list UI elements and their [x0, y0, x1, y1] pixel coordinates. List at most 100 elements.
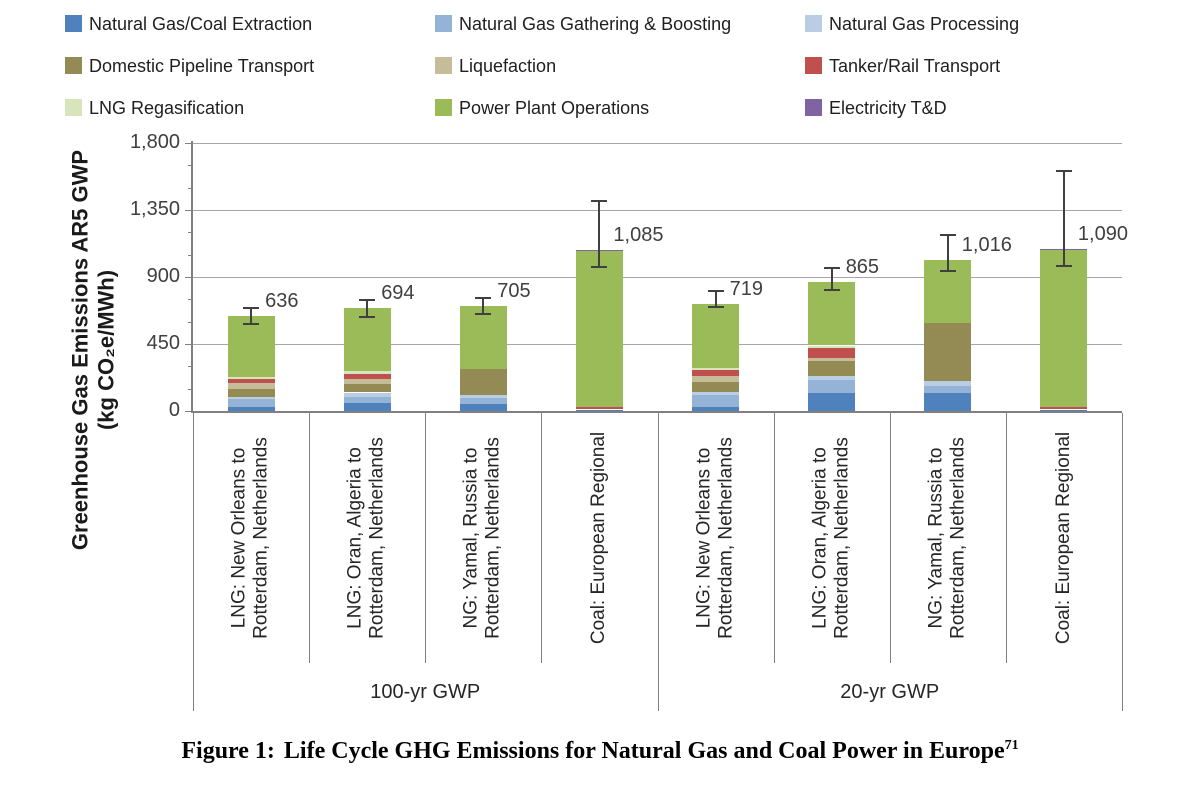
y-gridline — [193, 344, 1122, 345]
error-bar-cap-bottom — [475, 312, 492, 315]
legend-item: Domestic Pipeline Transport — [65, 56, 435, 98]
y-gridline — [193, 210, 1122, 211]
category-cell: LNG: New Orleans to Rotterdam, Netherlan… — [658, 413, 774, 663]
error-bar — [250, 307, 253, 324]
category-label: LNG: Oran, Algeria to Rotterdam, Netherl… — [344, 437, 389, 639]
legend-item: Electricity T&D — [805, 98, 1175, 140]
legend-swatch-icon — [435, 15, 452, 32]
legend-label: LNG Regasification — [89, 98, 245, 118]
group-divider-line — [1122, 413, 1123, 711]
bar-segment — [1040, 409, 1088, 411]
error-bar-cap-top — [823, 267, 840, 270]
bar-segment — [227, 379, 275, 384]
y-tick-label: 1,800 — [129, 131, 180, 153]
error-bar — [598, 201, 601, 268]
y-minor-tick — [188, 366, 193, 368]
bar-segment — [692, 370, 740, 376]
bar-segment — [692, 392, 740, 396]
error-bar-cap-bottom — [707, 306, 724, 309]
y-minor-tick — [188, 187, 193, 189]
legend-swatch-icon — [65, 57, 82, 74]
error-bar — [1062, 171, 1065, 266]
y-tick-label: 0 — [168, 399, 180, 421]
y-major-tick — [185, 210, 193, 211]
legend-item: Power Plant Operations — [435, 98, 805, 140]
bar-segment — [692, 395, 740, 407]
legend-item: Natural Gas Processing — [805, 14, 1175, 56]
y-minor-tick — [188, 299, 193, 301]
bar-segment — [808, 358, 856, 361]
legend-swatch-icon — [65, 15, 82, 32]
category-cell: NG: Yamal, Russia to Rotterdam, Netherla… — [890, 413, 1006, 663]
bar-value-label: 865 — [845, 256, 880, 279]
figure-caption-footnote: 71 — [1004, 738, 1019, 753]
bar-segment — [227, 383, 275, 389]
bar-segment — [808, 360, 856, 376]
legend-item: Natural Gas Gathering & Boosting — [435, 14, 805, 56]
y-gridline — [193, 277, 1122, 278]
bar-segment — [343, 378, 391, 385]
legend-swatch-icon — [805, 57, 822, 74]
error-bar — [482, 297, 485, 314]
y-minor-tick — [188, 321, 193, 323]
y-tick-label: 1,350 — [129, 198, 180, 220]
error-bar-cap-top — [1055, 170, 1072, 173]
bar-segment — [1040, 406, 1088, 410]
y-minor-tick — [188, 254, 193, 256]
bar-segment — [343, 373, 391, 379]
category-divider-line — [309, 413, 311, 663]
bar-segment — [459, 306, 507, 369]
legend-swatch-icon — [65, 99, 82, 116]
bar-segment — [692, 375, 740, 383]
category-label: LNG: Oran, Algeria to Rotterdam, Netherl… — [809, 437, 853, 639]
bar-segment — [459, 395, 507, 398]
x-axis-line — [191, 411, 1122, 413]
y-minor-tick — [188, 165, 193, 167]
category-divider-line — [425, 413, 427, 663]
bar-segment — [924, 322, 972, 382]
bar-value-label: 694 — [381, 281, 415, 304]
y-tick-label: 900 — [146, 265, 180, 287]
bar-segment — [459, 397, 507, 404]
y-tick-label: 450 — [146, 332, 180, 354]
bar-value-label: 705 — [497, 280, 531, 302]
legend-label: Natural Gas Gathering & Boosting — [459, 14, 732, 34]
figure-caption: Figure 1: Life Cycle GHG Emissions for Na… — [0, 738, 1200, 765]
error-bar-cap-bottom — [591, 266, 608, 269]
category-cell: Coal: European Regional — [1006, 413, 1122, 663]
category-label: NG: Yamal, Russia to Rotterdam, Netherla… — [925, 437, 969, 639]
bar-segment — [808, 375, 856, 380]
bar-segment — [692, 406, 740, 411]
bar-segment — [808, 345, 856, 348]
bar-segment — [808, 379, 856, 394]
error-bar-cap-bottom — [243, 322, 260, 325]
error-bar-cap-top — [707, 289, 724, 292]
bar-segment — [343, 371, 391, 374]
category-divider-line — [541, 413, 543, 663]
bar-segment — [575, 250, 623, 407]
category-divider-line — [773, 413, 775, 663]
legend-label: Natural Gas/Coal Extraction — [89, 14, 313, 34]
category-label: Coal: European Regional — [1052, 431, 1074, 645]
legend-label: Liquefaction — [459, 56, 557, 76]
category-cell: NG: Yamal, Russia to Rotterdam, Netherla… — [425, 413, 541, 663]
bar-segment — [575, 409, 623, 411]
error-bar-cap-bottom — [359, 316, 376, 319]
error-bar-cap-top — [939, 233, 956, 236]
bar-segment — [227, 396, 275, 400]
bar-segment — [1040, 249, 1088, 407]
category-divider-line — [1005, 413, 1007, 663]
error-bar-cap-bottom — [939, 270, 956, 272]
group-label: 100-yr GWP — [370, 681, 481, 703]
y-major-tick — [185, 411, 193, 412]
error-bar — [946, 234, 949, 272]
bar-segment — [924, 385, 972, 393]
legend-swatch-icon — [805, 99, 822, 116]
group-divider-line — [193, 413, 194, 711]
legend-item: LNG Regasification — [65, 98, 435, 140]
error-bar — [830, 268, 833, 290]
bar-value-label: 1,090 — [1077, 222, 1128, 245]
legend-swatch-icon — [435, 57, 452, 74]
bar-segment — [575, 406, 623, 410]
